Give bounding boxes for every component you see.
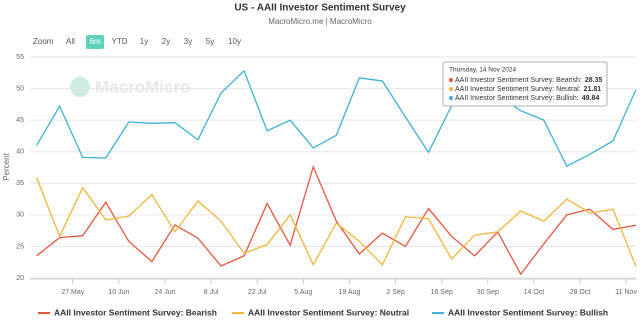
x-tick-label: 24 Jun — [155, 289, 176, 296]
tooltip-dot — [449, 78, 453, 82]
x-tick-label: 16 Sep — [431, 289, 453, 296]
range-button-bg — [86, 35, 104, 49]
range-button-label: YTD — [112, 37, 128, 46]
watermark-text: MacroMicro — [95, 77, 190, 96]
tooltip-date: Thursday, 14 Nov 2024 — [449, 67, 516, 74]
series-line — [36, 69, 637, 168]
legend-label: AAII Investor Sentiment Survey: Bullish — [448, 307, 608, 317]
x-tick-label: 2 Sep — [386, 289, 404, 296]
tooltip-label: AAII Investor Sentiment Survey: Bearish: — [455, 77, 582, 84]
series-line — [35, 177, 637, 267]
watermark: MacroMicro — [70, 77, 190, 97]
legend-label: AAII Investor Sentiment Survey: Bearish — [54, 307, 217, 317]
range-button[interactable]: YTD — [108, 35, 131, 49]
tooltip-dot — [449, 96, 453, 100]
chart-title: US - AAII Investor Sentiment Survey — [234, 3, 406, 14]
tooltip-value: 28.35 — [585, 77, 603, 84]
tooltip-box — [442, 61, 608, 107]
tooltip-row: AAII Investor Sentiment Survey: Bullish:… — [455, 95, 599, 102]
range-button-label: 10y — [228, 37, 241, 46]
x-tick-label: 5 Aug — [294, 289, 312, 296]
x-tick-label: 10 Jun — [108, 289, 129, 296]
range-button[interactable]: 1y — [135, 35, 153, 49]
y-axis-title: Percent — [2, 152, 11, 180]
chart-subtitle: MacroMicro.me | MacroMicro — [268, 17, 372, 26]
y-tick-label: 55 — [16, 54, 24, 61]
range-button[interactable]: 3y — [179, 35, 197, 49]
zoom-label: Zoom — [33, 37, 54, 46]
range-button[interactable]: 6m — [86, 35, 104, 49]
x-tick-label: 22 Jul — [248, 289, 267, 296]
tooltip-label: AAII Investor Sentiment Survey: Neutral: — [455, 86, 581, 93]
legend-label: AAII Investor Sentiment Survey: Neutral — [248, 307, 409, 317]
range-button-label: All — [66, 37, 75, 46]
y-tick-label: 30 — [16, 212, 24, 219]
watermark-logo — [70, 77, 90, 97]
tooltip-row: AAII Investor Sentiment Survey: Neutral:… — [455, 86, 601, 93]
x-tick-label: 28 Oct — [570, 289, 591, 296]
range-button-label: 5y — [206, 37, 214, 46]
range-button[interactable]: 2y — [157, 35, 175, 49]
tooltip-dot — [449, 87, 453, 91]
y-tick-label: 35 — [16, 180, 24, 187]
x-tick-label: 30 Sep — [477, 289, 499, 296]
x-tick-label: 11 Nov — [615, 289, 637, 296]
y-tick-label: 40 — [16, 149, 24, 156]
tooltip-value: 49.84 — [582, 95, 600, 102]
x-tick-label: 19 Aug — [339, 289, 361, 296]
range-button[interactable]: All — [59, 35, 82, 49]
y-tick-label: 25 — [16, 243, 24, 250]
tooltip-row: AAII Investor Sentiment Survey: Bearish:… — [455, 77, 602, 84]
series-line — [36, 164, 637, 276]
tooltip-value: 21.81 — [584, 86, 602, 93]
x-tick-label: 27 May — [61, 289, 84, 296]
range-button[interactable]: 5y — [201, 35, 219, 49]
x-tick-label: 8 Jul — [204, 289, 219, 296]
range-button-label: 6m — [89, 37, 100, 46]
range-button-label: 2y — [162, 37, 170, 46]
range-button[interactable]: 10y — [223, 35, 246, 49]
tooltip: Thursday, 14 Nov 2024 AAII Investor Senti… — [442, 61, 608, 107]
range-button-label: 3y — [184, 37, 192, 46]
x-tick-label: 14 Oct — [524, 289, 545, 296]
tooltip-label: AAII Investor Sentiment Survey: Bullish: — [455, 95, 579, 102]
range-button-label: 1y — [140, 37, 148, 46]
y-tick-label: 50 — [16, 85, 24, 92]
y-tick-label: 45 — [16, 117, 24, 124]
y-tick-label: 20 — [16, 275, 24, 282]
